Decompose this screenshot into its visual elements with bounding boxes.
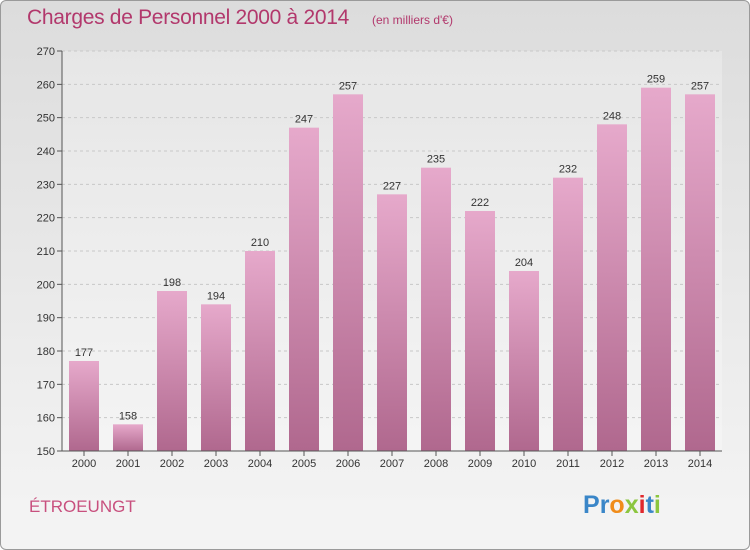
y-tick-label: 160 <box>37 413 55 425</box>
logo-letter: o <box>609 491 625 519</box>
bar-2009 <box>465 211 495 451</box>
bar-2001 <box>113 424 143 451</box>
y-tick-label: 230 <box>37 179 55 191</box>
value-label-2014: 257 <box>691 80 709 92</box>
y-tick-label: 190 <box>37 313 55 325</box>
bar-2011 <box>553 177 583 451</box>
logo-letter: P <box>583 491 600 519</box>
value-label-2009: 222 <box>471 197 489 209</box>
value-label-2012: 248 <box>603 110 621 122</box>
value-label-2001: 158 <box>119 410 137 422</box>
x-tick-label-2005: 2005 <box>292 458 316 470</box>
x-tick-label-2004: 2004 <box>248 458 272 470</box>
bar-2000 <box>69 361 99 451</box>
commune-name: ÉTROEUNGT <box>29 497 136 516</box>
bar-2002 <box>157 291 187 451</box>
x-tick-label-2014: 2014 <box>688 458 712 470</box>
value-label-2008: 235 <box>427 154 445 166</box>
value-label-2003: 194 <box>207 290 225 302</box>
bar-2014 <box>685 94 715 451</box>
y-tick-label: 170 <box>37 379 55 391</box>
value-label-2002: 198 <box>163 277 181 289</box>
y-tick-label: 150 <box>37 446 55 458</box>
y-tick-label: 250 <box>37 113 55 125</box>
x-tick-label-2011: 2011 <box>556 458 580 470</box>
bar-2012 <box>597 124 627 451</box>
logo-letter: r <box>599 491 610 519</box>
bar-2005 <box>289 127 319 452</box>
bar-2006 <box>333 94 363 451</box>
logo-letter: t <box>645 491 654 519</box>
bar-2007 <box>377 194 407 452</box>
x-tick-label-2001: 2001 <box>116 458 140 470</box>
x-tick-label-2000: 2000 <box>72 458 96 470</box>
y-tick-label: 180 <box>37 346 55 358</box>
value-labels: 177 158 198 194 210 247 257 227 235 222 204 232 248 2… <box>75 74 709 423</box>
value-label-2013: 259 <box>647 74 665 86</box>
y-tick-label: 260 <box>37 79 55 91</box>
y-tick-label: 270 <box>37 46 55 58</box>
bar-2008 <box>421 167 451 451</box>
value-label-2004: 210 <box>251 237 269 249</box>
x-tick-label-2002: 2002 <box>160 458 184 470</box>
bars <box>69 87 715 452</box>
y-tick-label: 240 <box>37 146 55 158</box>
logo-letter: i <box>653 491 661 519</box>
x-tick-label-2010: 2010 <box>512 458 536 470</box>
x-tick-label-2012: 2012 <box>600 458 624 470</box>
x-tick-label-2009: 2009 <box>468 458 492 470</box>
x-tick-label-2013: 2013 <box>644 458 668 470</box>
value-label-2011: 232 <box>559 164 577 176</box>
value-label-2005: 247 <box>295 114 313 126</box>
bar-2013 <box>641 87 671 452</box>
value-label-2010: 204 <box>515 257 533 269</box>
bar-2010 <box>509 271 539 451</box>
value-label-2006: 257 <box>339 80 357 92</box>
value-label-2000: 177 <box>75 347 93 359</box>
bar-2003 <box>201 304 231 451</box>
y-axis: 150 160 170 180 190 200 210 220 230 240 250 260 270 <box>37 46 63 458</box>
x-tick-label-2003: 2003 <box>204 458 228 470</box>
y-tick-label: 210 <box>37 246 55 258</box>
x-tick-label-2006: 2006 <box>336 458 360 470</box>
x-tick-label-2007: 2007 <box>380 458 404 470</box>
chart-title: Charges de Personnel 2000 à 2014 <box>27 6 349 29</box>
logo-letter: i <box>638 491 646 519</box>
y-tick-label: 220 <box>37 213 55 225</box>
value-label-2007: 227 <box>383 180 401 192</box>
bar-2004 <box>245 251 275 451</box>
x-tick-label-2008: 2008 <box>424 458 448 470</box>
logo-letter: x <box>624 491 639 519</box>
y-tick-label: 200 <box>37 279 55 291</box>
x-axis: 2000 2001 2002 2003 2004 2005 2006 2007 2008 2009… <box>62 450 722 470</box>
proxiti-logo[interactable]: Proxiti <box>583 491 661 520</box>
chart-subtitle: (en milliers d'€) <box>372 13 453 27</box>
